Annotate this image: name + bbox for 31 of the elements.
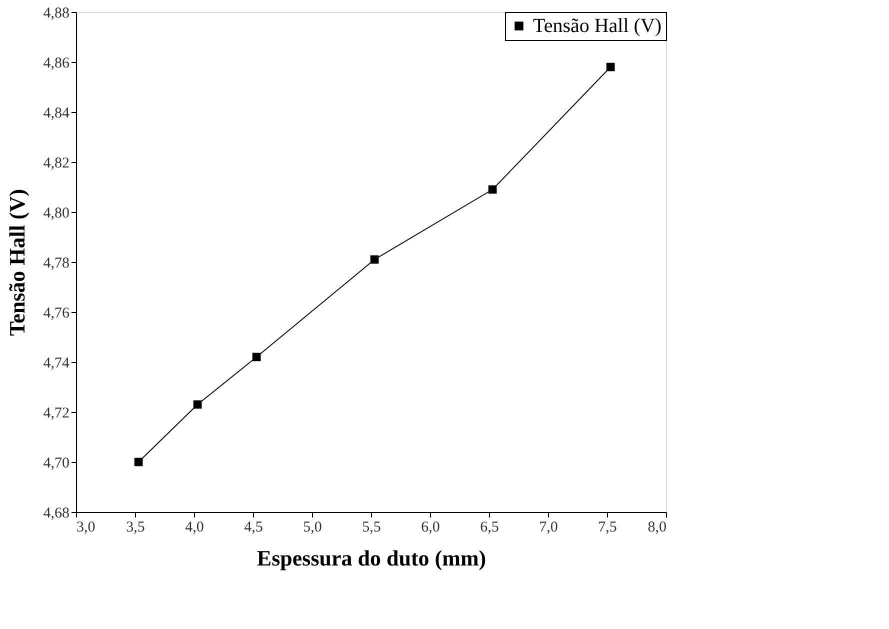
- x-tick-label: 7,5: [598, 520, 617, 536]
- x-tick-label: 5,5: [362, 520, 381, 536]
- x-tick-label: 6,5: [480, 520, 499, 536]
- y-tick-label: 4,78: [43, 256, 70, 272]
- y-tick-label: 4,88: [43, 6, 70, 22]
- x-axis-title: Espessura do duto (mm): [256, 546, 486, 570]
- x-tick-label: 3,5: [126, 520, 145, 536]
- point: [606, 62, 615, 72]
- point: [193, 400, 202, 409]
- y-tick-label: 4,82: [43, 156, 70, 172]
- point: [488, 185, 497, 194]
- x-tick-label: 4,5: [244, 520, 263, 536]
- x-tick-label: 7,0: [539, 520, 558, 536]
- x-tick-label: 4,0: [185, 520, 204, 536]
- y-tick-label: 4,68: [43, 506, 70, 522]
- y-tick-label: 4,86: [43, 56, 70, 72]
- y-tick-label: 4,72: [43, 406, 70, 422]
- y-tick-label: 4,76: [43, 306, 70, 322]
- legend-label: Tensão Hall (V): [533, 15, 662, 37]
- x-tick-label: 5,0: [303, 520, 322, 536]
- y-axis-title: Tensão Hall (V): [4, 188, 30, 336]
- point: [252, 352, 261, 362]
- point: [134, 458, 143, 466]
- y-tick-label: 4,74: [43, 356, 70, 372]
- y-tick-label: 4,70: [43, 456, 70, 472]
- x-tick-label: 3,0: [76, 520, 96, 536]
- y-tick-label: 4,84: [43, 106, 70, 122]
- point: [370, 255, 379, 264]
- y-tick-label: 4,80: [43, 206, 70, 222]
- x-tick-label: 6,0: [421, 520, 440, 536]
- x-tick-label: 8,0: [648, 520, 666, 536]
